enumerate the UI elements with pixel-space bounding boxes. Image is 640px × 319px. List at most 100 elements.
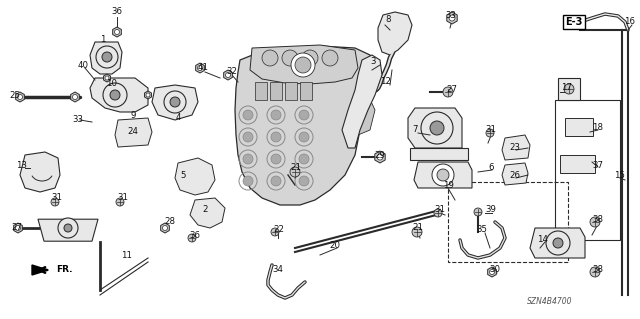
Text: 4: 4: [175, 114, 180, 122]
Text: 21: 21: [291, 164, 301, 173]
Text: 25: 25: [10, 91, 20, 100]
Circle shape: [271, 176, 281, 186]
Circle shape: [299, 176, 309, 186]
Circle shape: [590, 267, 600, 277]
Bar: [255, 82, 267, 100]
Polygon shape: [447, 12, 457, 24]
Text: 9: 9: [131, 110, 136, 120]
Text: 37: 37: [593, 160, 604, 169]
Circle shape: [116, 198, 124, 206]
Circle shape: [377, 154, 383, 160]
Text: 38: 38: [593, 216, 604, 225]
Circle shape: [282, 50, 298, 66]
Polygon shape: [175, 158, 215, 195]
Text: 26: 26: [509, 170, 520, 180]
Circle shape: [271, 110, 281, 120]
Circle shape: [421, 112, 453, 144]
Text: FR.: FR.: [56, 265, 72, 275]
Text: 31: 31: [435, 205, 445, 214]
Text: 16: 16: [625, 18, 636, 26]
Text: 23: 23: [509, 144, 520, 152]
Text: 39: 39: [486, 205, 497, 214]
Text: 32: 32: [227, 68, 237, 77]
Circle shape: [432, 164, 454, 186]
Text: 36: 36: [111, 8, 122, 17]
Polygon shape: [145, 91, 152, 99]
Circle shape: [105, 76, 109, 80]
Polygon shape: [90, 42, 122, 74]
Text: 31: 31: [118, 192, 129, 202]
Text: 13: 13: [17, 160, 28, 169]
Polygon shape: [13, 223, 22, 233]
Polygon shape: [375, 151, 385, 163]
Circle shape: [146, 93, 150, 97]
Text: 22: 22: [273, 226, 285, 234]
Circle shape: [188, 234, 196, 242]
Circle shape: [299, 110, 309, 120]
Polygon shape: [115, 118, 152, 147]
Text: 7: 7: [412, 125, 418, 135]
Text: 34: 34: [273, 265, 284, 275]
Circle shape: [96, 46, 118, 68]
Polygon shape: [530, 228, 585, 258]
Circle shape: [553, 238, 563, 248]
Bar: [448, 182, 568, 262]
Text: 18: 18: [593, 123, 604, 132]
Circle shape: [490, 270, 495, 275]
Text: 38: 38: [593, 265, 604, 275]
Text: 11: 11: [122, 250, 132, 259]
Circle shape: [64, 224, 72, 232]
Text: 30: 30: [490, 265, 500, 275]
Polygon shape: [502, 163, 528, 185]
Circle shape: [58, 218, 78, 238]
Polygon shape: [38, 219, 98, 241]
Circle shape: [170, 97, 180, 107]
Text: 12: 12: [381, 78, 392, 86]
Bar: [285, 82, 297, 100]
Circle shape: [443, 87, 453, 97]
Text: SZN4B4700: SZN4B4700: [527, 298, 573, 307]
Polygon shape: [342, 55, 382, 148]
Circle shape: [474, 208, 482, 216]
Circle shape: [225, 72, 230, 78]
Circle shape: [163, 226, 168, 231]
Text: 27: 27: [12, 224, 22, 233]
Circle shape: [449, 15, 455, 21]
Circle shape: [546, 231, 570, 255]
Circle shape: [198, 65, 202, 70]
Circle shape: [290, 167, 300, 177]
Circle shape: [103, 83, 127, 107]
Bar: [558, 78, 580, 100]
Circle shape: [262, 50, 278, 66]
Polygon shape: [250, 45, 358, 84]
Circle shape: [590, 217, 600, 227]
Circle shape: [299, 154, 309, 164]
Bar: [300, 82, 312, 100]
Text: 6: 6: [488, 164, 493, 173]
Text: 17: 17: [561, 84, 573, 93]
Text: 8: 8: [385, 16, 391, 25]
Text: E-3: E-3: [565, 17, 582, 27]
Circle shape: [295, 57, 311, 73]
Circle shape: [17, 94, 22, 100]
Bar: [560, 155, 595, 173]
Circle shape: [437, 169, 449, 181]
Circle shape: [115, 29, 120, 34]
Circle shape: [412, 227, 422, 237]
Bar: [565, 118, 593, 136]
Circle shape: [15, 226, 20, 231]
Bar: [555, 100, 620, 240]
Text: 33: 33: [445, 11, 456, 19]
Text: 3: 3: [371, 57, 376, 66]
Text: 41: 41: [198, 63, 209, 71]
Polygon shape: [488, 267, 497, 277]
Circle shape: [110, 90, 120, 100]
Polygon shape: [70, 92, 79, 102]
Bar: [270, 82, 282, 100]
Text: 29: 29: [374, 151, 385, 160]
Circle shape: [164, 91, 186, 113]
Text: 24: 24: [127, 128, 138, 137]
Text: 20: 20: [330, 241, 340, 249]
Polygon shape: [350, 95, 375, 135]
Polygon shape: [235, 46, 375, 205]
